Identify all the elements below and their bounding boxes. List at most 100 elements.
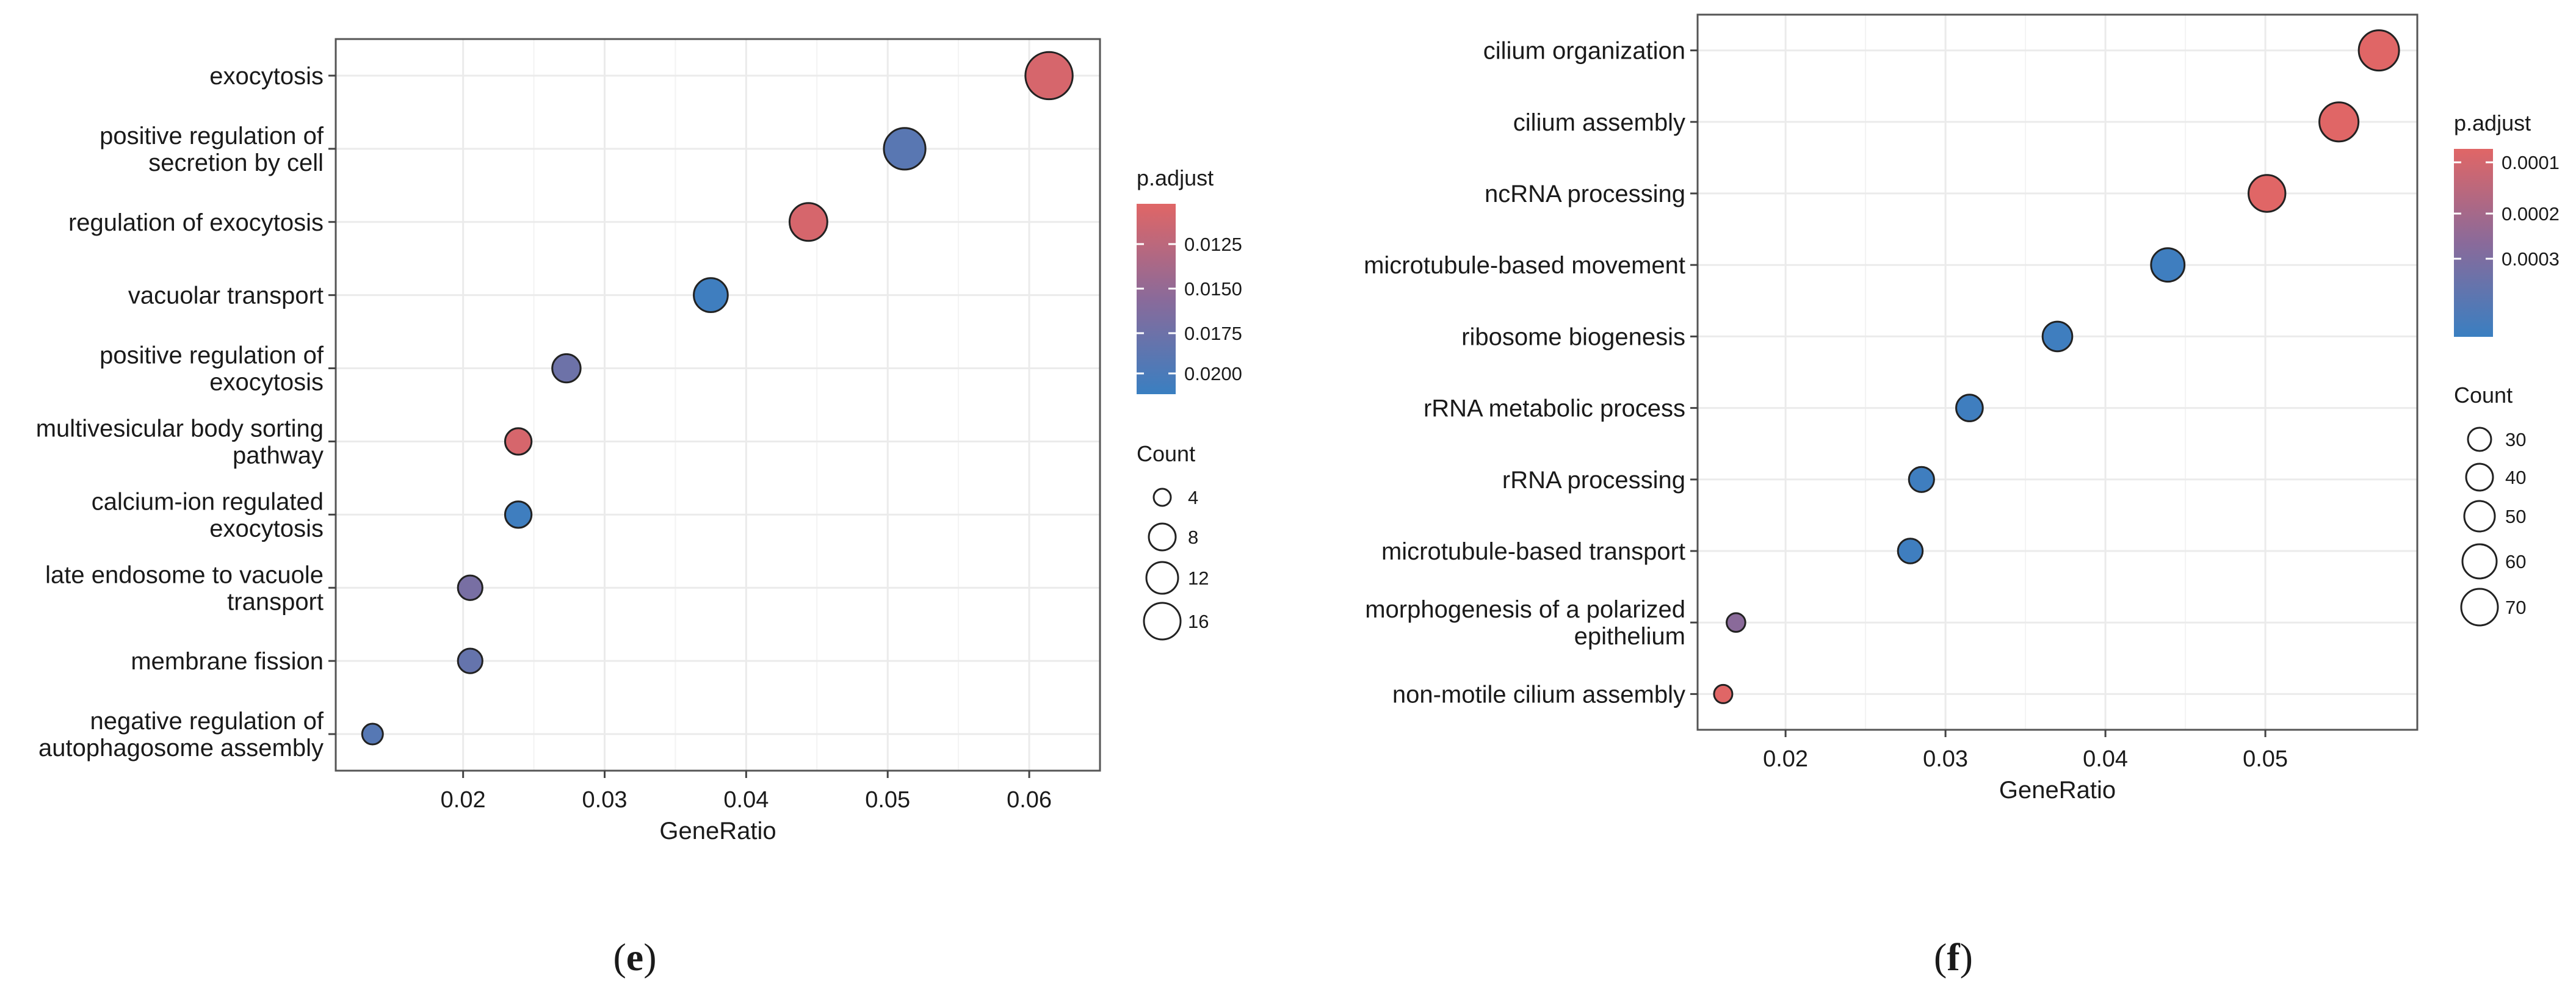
- data-point: [551, 353, 582, 384]
- size-legend-key: [2467, 427, 2492, 452]
- x-axis-title: GeneRatio: [659, 818, 776, 845]
- size-legend-title: Count: [2454, 383, 2513, 408]
- size-legend-label: 16: [1188, 611, 1209, 632]
- color-legend-label: 0.0002: [2502, 203, 2560, 225]
- data-point: [457, 574, 483, 601]
- size-legend-label: 12: [1188, 567, 1209, 589]
- x-tick-label: 0.04: [723, 787, 769, 813]
- color-legend-label: 0.0001: [2502, 152, 2560, 173]
- data-point: [2318, 101, 2360, 143]
- y-tick-label: exocytosis: [209, 369, 324, 396]
- size-legend-label: 50: [2505, 506, 2526, 527]
- y-tick-label: cilium organization: [1483, 38, 1685, 65]
- size-legend-label: 8: [1188, 527, 1198, 548]
- y-tick-label: ribosome biogenesis: [1461, 323, 1685, 350]
- y-tick-label: calcium-ion regulated: [92, 488, 324, 515]
- x-tick-label: 0.06: [1007, 787, 1052, 813]
- color-legend-title: p.adjust: [2454, 110, 2531, 135]
- data-point: [883, 127, 927, 171]
- y-tick-label: membrane fission: [131, 648, 324, 675]
- x-tick-label: 0.03: [582, 787, 628, 813]
- data-point: [1897, 538, 1924, 564]
- data-point: [457, 647, 483, 674]
- y-tick-label: positive regulation of: [99, 123, 324, 149]
- data-point: [2150, 247, 2186, 283]
- caption-letter: e: [626, 935, 643, 979]
- size-legend-key: [1152, 488, 1172, 507]
- y-tick-label: microtubule-based transport: [1381, 538, 1685, 565]
- y-tick-label: morphogenesis of a polarized: [1365, 596, 1685, 623]
- y-tick-label: microtubule-based movement: [1364, 252, 1685, 279]
- size-legend-label: 60: [2505, 551, 2526, 572]
- chart-panel-f: 0.02 0.03 0.04 0.05 GeneRatio cilium organiza…: [1364, 13, 2560, 979]
- chart-panel-e: 0.02 0.03 0.04 0.05 0.06GeneRatioexocytosisp…: [36, 38, 1242, 979]
- y-tick-label: negative regulation of: [90, 708, 324, 735]
- y-tick-label: transport: [227, 588, 324, 615]
- y-tick-label: cilium assembly: [1513, 109, 1685, 136]
- data-point: [504, 500, 533, 529]
- data-point: [2248, 174, 2287, 213]
- y-tick-label: ncRNA processing: [1485, 181, 1685, 207]
- color-legend-bar: [2454, 149, 2493, 337]
- color-legend-title: p.adjust: [1137, 165, 1214, 190]
- y-tick-label: autophagosome assembly: [38, 735, 324, 762]
- data-point: [1908, 466, 1935, 493]
- size-legend-key: [2463, 500, 2496, 533]
- color-legend-bar: [1137, 204, 1176, 394]
- caption-paren: (: [613, 935, 626, 979]
- x-tick-label: 0.05: [2243, 746, 2288, 772]
- size-legend-key: [2461, 543, 2498, 580]
- data-point: [1726, 612, 1746, 633]
- caption-paren: ): [643, 935, 656, 979]
- size-legend-title: Count: [1137, 441, 1195, 466]
- caption-letter: f: [1947, 935, 1960, 979]
- x-axis-title: GeneRatio: [1999, 777, 2116, 804]
- data-point: [361, 722, 384, 746]
- size-legend-label: 40: [2505, 467, 2526, 488]
- size-legend-key: [1145, 561, 1179, 595]
- y-tick-label: secretion by cell: [148, 149, 324, 176]
- y-tick-label: pathway: [233, 442, 324, 469]
- data-point: [788, 202, 828, 242]
- size-legend-label: 70: [2505, 597, 2526, 618]
- x-tick-label: 0.04: [2083, 746, 2128, 772]
- panel-caption: (f): [1934, 935, 1973, 979]
- size-legend-label: 30: [2505, 429, 2526, 450]
- x-tick-label: 0.05: [865, 787, 910, 813]
- caption-paren: ): [1960, 935, 1973, 979]
- y-tick-label: positive regulation of: [99, 342, 324, 369]
- size-legend-label: 4: [1188, 487, 1198, 508]
- plot-border: [335, 38, 1101, 772]
- y-tick-label: rRNA processing: [1502, 467, 1685, 494]
- color-legend-label: 0.0200: [1184, 363, 1242, 384]
- size-legend-key: [2465, 463, 2494, 492]
- color-legend-label: 0.0175: [1184, 323, 1242, 344]
- data-point: [693, 277, 729, 313]
- size-legend-key: [2460, 588, 2499, 627]
- x-tick-label: 0.02: [1763, 746, 1808, 772]
- y-tick-label: exocytosis: [209, 63, 324, 90]
- data-point: [2041, 320, 2074, 353]
- y-tick-label: multivesicular body sorting: [36, 415, 324, 442]
- color-legend-label: 0.0150: [1184, 278, 1242, 300]
- color-legend-label: 0.0003: [2502, 248, 2560, 270]
- plot-area: [1698, 15, 2417, 730]
- size-legend-key: [1143, 602, 1182, 641]
- plot-border: [1696, 13, 2419, 731]
- x-tick-label: 0.03: [1923, 746, 1968, 772]
- size-legend-key: [1148, 522, 1177, 552]
- color-legend-label: 0.0125: [1184, 234, 1242, 255]
- y-tick-label: vacuolar transport: [128, 283, 324, 309]
- y-tick-label: exocytosis: [209, 515, 324, 542]
- y-tick-label: late endosome to vacuole: [45, 561, 324, 588]
- data-point: [1955, 394, 1984, 422]
- panel-caption: (e): [613, 935, 656, 979]
- data-point: [1713, 683, 1734, 704]
- caption-paren: (: [1934, 935, 1947, 979]
- data-point: [504, 427, 533, 456]
- y-tick-label: epithelium: [1574, 623, 1685, 650]
- y-tick-label: non-motile cilium assembly: [1392, 681, 1685, 708]
- data-point: [1024, 51, 1074, 101]
